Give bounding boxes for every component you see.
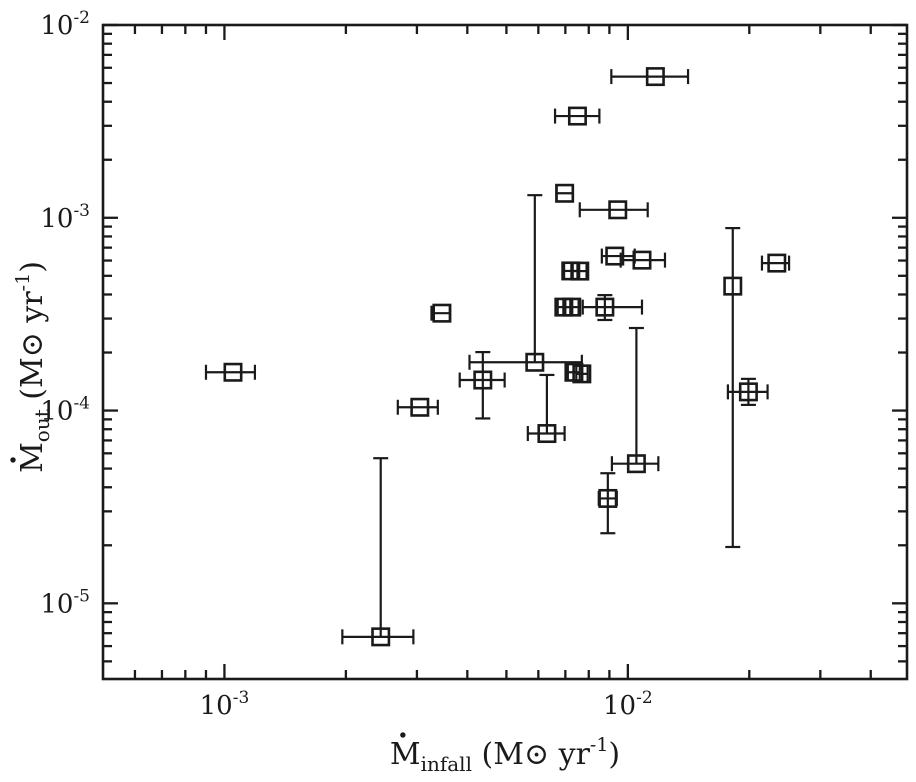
data-point-square: [645, 67, 665, 87]
data-point-square: [767, 253, 787, 273]
tick-label-base: 10: [40, 589, 73, 619]
y-tick-label: 10-4: [40, 394, 90, 427]
plot-border: [101, 23, 909, 681]
data-point-square: [632, 250, 652, 270]
data-point-square: [555, 183, 575, 203]
data-point-square: [525, 352, 545, 372]
x-axis-title-text: Minfall (M⊙ yr-1): [390, 734, 620, 776]
y-tick-label: 10-2: [40, 8, 90, 41]
overdot: [10, 457, 16, 463]
tick-label-base: 10: [200, 691, 233, 721]
axis-title-subscript: out: [30, 409, 54, 442]
tick-label-exponent: -2: [636, 688, 653, 708]
tick-label-base: 10: [603, 691, 636, 721]
x-axis-title: Minfall (M⊙ yr-1): [390, 732, 620, 776]
overdot: [400, 732, 406, 738]
axis-title-units-close: ): [15, 261, 50, 273]
data-point-square: [570, 261, 590, 281]
data-point-square: [432, 303, 452, 323]
data-point-square: [537, 424, 557, 444]
axis-title-units-close: ): [608, 737, 620, 772]
data-point-square: [595, 297, 615, 317]
axis-title-units: (M⊙ yr: [15, 291, 50, 410]
tick-label-exponent: -5: [73, 586, 90, 606]
tick-label-exponent: -4: [73, 394, 90, 414]
axis-title-units-sup: -1: [590, 734, 609, 756]
axis-title-units: (M⊙ yr: [472, 737, 591, 772]
tick-label-exponent: -3: [73, 201, 90, 221]
y-tick-label: 10-5: [40, 586, 90, 619]
data-point-square: [723, 276, 743, 296]
tick-label-base: 10: [40, 11, 73, 41]
y-tick-label: 10-3: [40, 201, 90, 234]
tick-label-exponent: -3: [233, 688, 250, 708]
data-point-square: [608, 200, 628, 220]
data-point-square: [371, 627, 391, 647]
data-point-square: [562, 297, 582, 317]
data-point-square: [567, 106, 587, 126]
x-tick-label: 10-3: [200, 688, 250, 721]
y-axis-title: Mout (M⊙ yr-1): [10, 261, 54, 473]
axis-title-units-sup: -1: [12, 273, 34, 292]
axis-title-symbol: M: [390, 737, 421, 772]
data-point-square: [598, 488, 618, 508]
x-tick-label: 10-2: [603, 688, 653, 721]
y-axis-title-text: Mout (M⊙ yr-1): [12, 261, 54, 473]
data-point-square: [738, 382, 758, 402]
data-point-square: [410, 397, 430, 417]
tick-label-base: 10: [40, 397, 73, 427]
data-point-square: [605, 246, 625, 266]
axis-title-symbol: M: [15, 442, 50, 473]
data-point-square: [223, 362, 243, 382]
data-point-square: [473, 370, 493, 390]
axis-title-subscript: infall: [421, 752, 472, 776]
data-point-square: [626, 454, 646, 474]
data-point-square: [572, 364, 592, 384]
tick-label-base: 10: [40, 204, 73, 234]
tick-label-exponent: -2: [73, 8, 90, 28]
